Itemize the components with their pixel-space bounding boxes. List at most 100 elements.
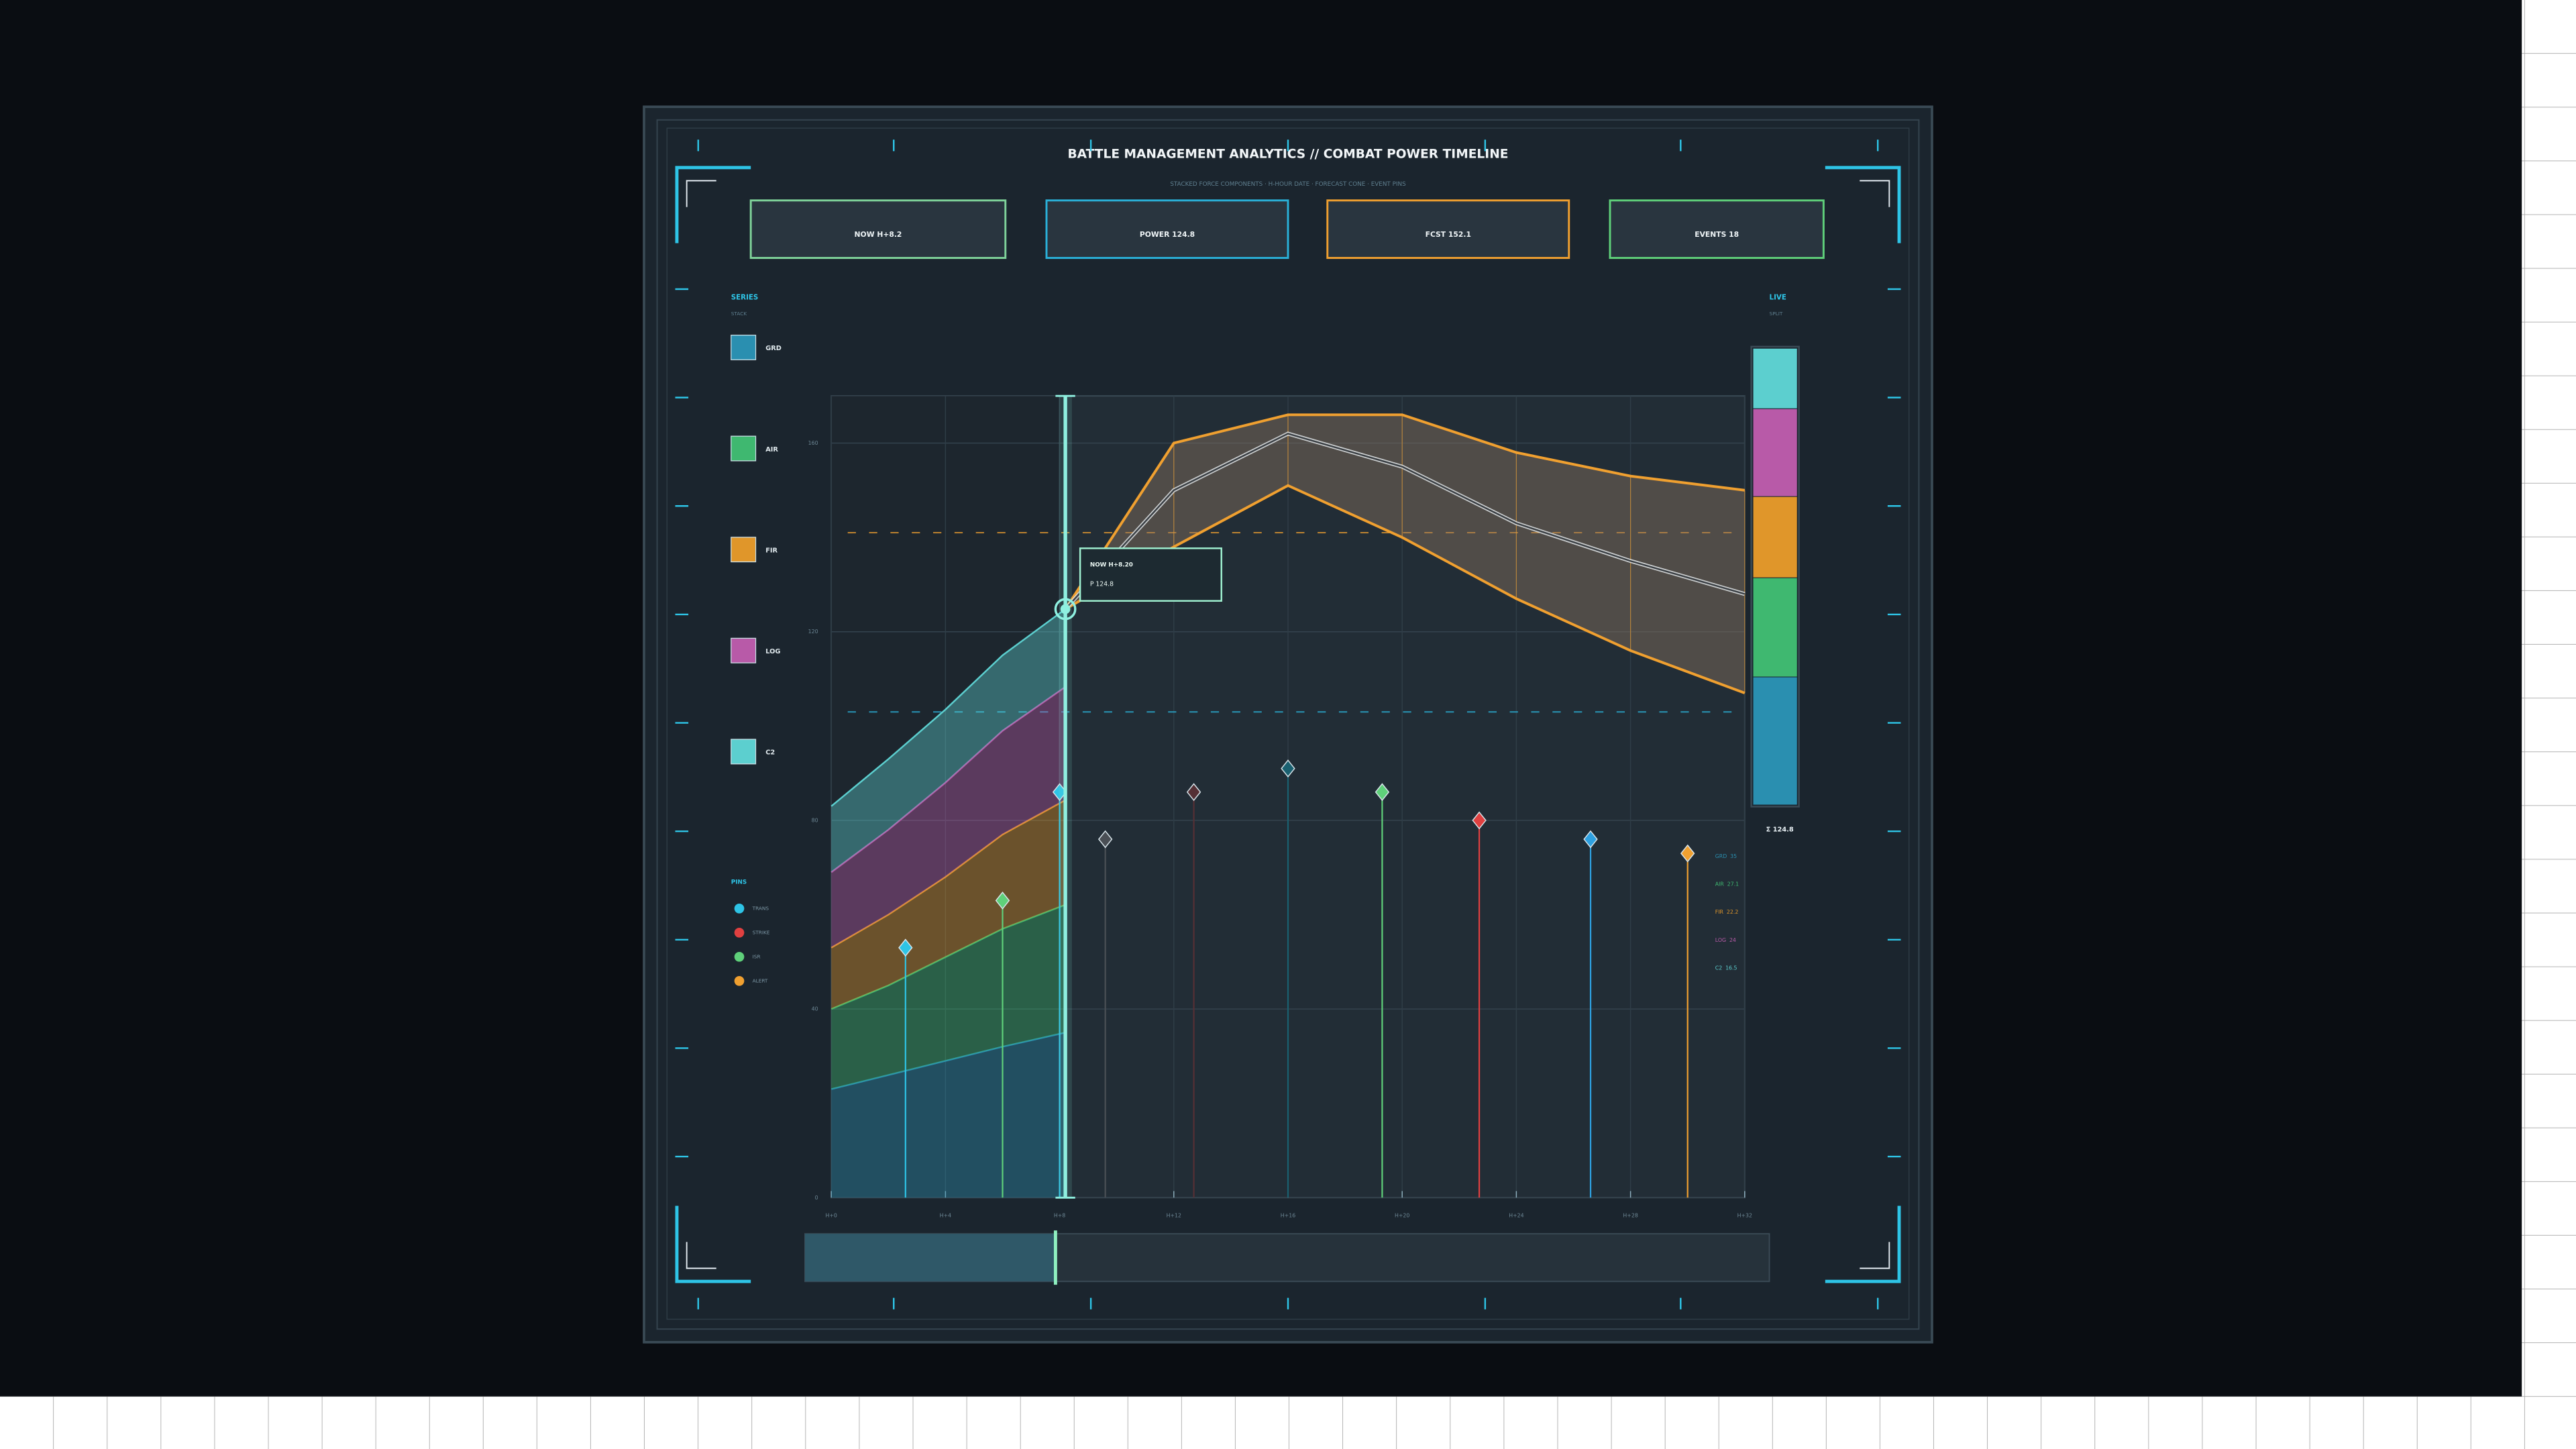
- bracket-inner: [686, 180, 716, 207]
- pin: [1281, 759, 1295, 777]
- area: [831, 1032, 1066, 1198]
- panel-border: [666, 127, 1910, 1320]
- live-segment: [1752, 577, 1798, 678]
- pin: [898, 938, 913, 957]
- forecast-bound: [1064, 413, 1746, 610]
- live-value-number: 27.1: [1727, 881, 1739, 887]
- plot-shade: [831, 396, 1066, 1198]
- live-title: LIVE: [1770, 293, 1786, 301]
- area: [831, 686, 1066, 948]
- kpi-text: EVENTS 18: [1695, 230, 1739, 239]
- live-value-name: LOG: [1715, 936, 1726, 943]
- kpi-card: [1609, 199, 1825, 259]
- panel-border: [656, 119, 1920, 1330]
- pin: [1186, 783, 1201, 802]
- pin-legend-dot: [734, 975, 745, 986]
- bracket: [1825, 1205, 1901, 1283]
- live-value-number: 16.5: [1725, 965, 1737, 971]
- live-value-name: GRD: [1715, 853, 1727, 859]
- y-tick-label: 40: [812, 1006, 818, 1012]
- legend-label: AIR: [765, 446, 778, 453]
- live-value: LOG 24: [1715, 936, 1736, 943]
- live-total: Σ 124.8: [1766, 826, 1794, 834]
- live-segment: [1752, 676, 1798, 806]
- pin-legend-label: TRANS: [752, 905, 769, 911]
- live-value: C2 16.5: [1715, 965, 1737, 971]
- bracket: [675, 166, 751, 244]
- legend-label: LOG: [765, 648, 780, 655]
- pins-title: PINS: [731, 879, 747, 886]
- area-line: [830, 904, 1066, 1010]
- content: NOW H+8.2 POWER 124.8 FCST 152.1 EVENTS 18 S…: [675, 140, 1901, 1309]
- y-tick-label: 0: [815, 1195, 818, 1201]
- live-segment: [1752, 496, 1798, 578]
- pin: [1472, 811, 1487, 830]
- live-value-name: FIR: [1715, 909, 1724, 915]
- legend-title: SERIES: [731, 293, 759, 301]
- corner-brackets: [675, 166, 1901, 1283]
- forecast-cone: [1065, 415, 1745, 694]
- kpi-text: NOW H+8.2: [855, 230, 902, 239]
- live-value-name: AIR: [1715, 881, 1725, 887]
- pin-legend-label: STRIKE: [753, 929, 770, 935]
- live-subtitle: SPLIT: [1770, 311, 1783, 317]
- area: [831, 800, 1066, 1010]
- pin: [1375, 783, 1390, 802]
- y-tick-label: 160: [808, 440, 818, 446]
- y-tick-label: 80: [812, 817, 818, 823]
- legend-label: C2: [765, 749, 775, 757]
- x-tick-label: H+12: [1167, 1213, 1181, 1219]
- pin: [1583, 830, 1598, 849]
- live-value-number: 35: [1730, 853, 1737, 859]
- bracket-inner: [1860, 1242, 1890, 1269]
- x-tick-label: H+0: [825, 1213, 837, 1219]
- live-value: FIR 22.2: [1715, 909, 1739, 915]
- pin-legend-label: ALERT: [753, 977, 768, 983]
- area: [831, 608, 1066, 873]
- pin: [1680, 844, 1695, 863]
- legend-swatch: [731, 435, 757, 462]
- legend-swatch: [731, 739, 757, 765]
- legend-swatch: [731, 637, 757, 663]
- kpi-text: POWER 124.8: [1140, 230, 1195, 239]
- live-segment: [1752, 347, 1798, 409]
- legend-label: FIR: [765, 547, 777, 554]
- bracket-inner: [1860, 180, 1890, 207]
- pin-legend-dot: [734, 951, 745, 962]
- legend-subtitle: STACK: [731, 311, 747, 317]
- forecast-center-core: [1065, 433, 1746, 610]
- kpi-card: [1326, 199, 1570, 259]
- kpi-text: FCST 152.1: [1426, 230, 1471, 239]
- x-tick-label: H+28: [1623, 1213, 1638, 1219]
- x-tick-label: H+32: [1737, 1213, 1752, 1219]
- tooltip: [1079, 547, 1222, 602]
- live-value: AIR 27.1: [1715, 881, 1739, 887]
- bracket: [675, 1205, 751, 1283]
- bracket-inner: [686, 1242, 716, 1269]
- pin-legend-dot: [734, 927, 745, 938]
- live-value: GRD 35: [1715, 853, 1737, 859]
- now-ring: [1054, 598, 1077, 621]
- scrubber-range: [805, 1234, 1056, 1282]
- title: BATTLE MANAGEMENT ANALYTICS // COMBAT PO…: [1068, 148, 1509, 162]
- x-tick-label: H+20: [1395, 1213, 1409, 1219]
- x-tick-label: H+24: [1509, 1213, 1523, 1219]
- subtitle: STACKED FORCE COMPONENTS · H-HOUR DATE ·…: [1170, 181, 1406, 188]
- legend-label: GRD: [765, 345, 782, 352]
- area-line: [830, 799, 1066, 949]
- pin: [1097, 830, 1113, 849]
- area-line: [830, 1032, 1066, 1090]
- live-value-number: 22.2: [1727, 909, 1738, 915]
- forecast-bound: [1065, 484, 1746, 694]
- y-tick-label: 120: [808, 629, 818, 635]
- tooltip-line: NOW H+8.20: [1090, 561, 1133, 568]
- now-dot: [1060, 604, 1071, 614]
- tooltip-line: P 124.8: [1090, 581, 1114, 588]
- x-tick-label: H+8: [1054, 1213, 1065, 1219]
- live-value-name: C2: [1715, 965, 1722, 971]
- x-tick-label: H+16: [1281, 1213, 1295, 1219]
- kpi-card: [1045, 199, 1289, 259]
- pin-legend-dot: [734, 903, 745, 914]
- area: [831, 904, 1066, 1089]
